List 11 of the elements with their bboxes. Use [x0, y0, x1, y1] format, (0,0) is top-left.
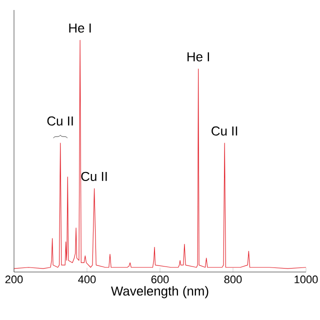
x-tick-label: 600	[151, 276, 169, 284]
x-tick-label: 200	[5, 276, 23, 284]
annotation: Cu II	[47, 116, 73, 126]
x-axis-title: Wavelength (nm)	[110, 286, 208, 298]
x-tick-label: 400	[78, 276, 96, 284]
annotation: Cu II	[212, 126, 238, 136]
annotation: Cu II	[81, 172, 107, 182]
annotation: He I	[69, 24, 91, 33]
x-tick-label: 800	[224, 276, 242, 284]
annotation: He I	[188, 52, 209, 62]
x-tick-label: 1000	[294, 276, 318, 284]
